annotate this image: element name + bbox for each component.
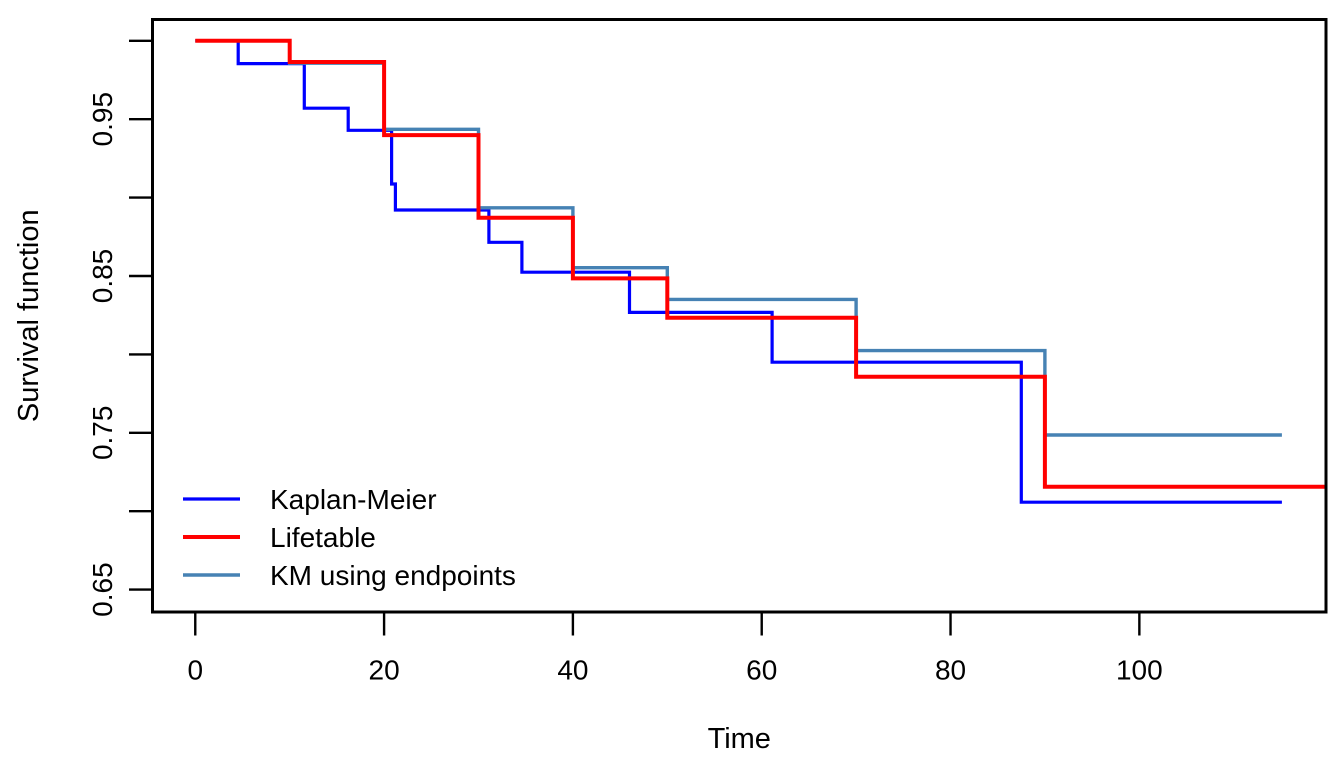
legend-label: Lifetable	[270, 522, 376, 553]
series-line-kaplan-meier	[195, 39, 1282, 504]
plot-border	[151, 18, 1328, 614]
x-tick-label: 60	[746, 655, 777, 686]
y-tick-label: 0.95	[87, 92, 118, 147]
y-tick-label: 0.65	[87, 562, 118, 617]
y-axis-title: Survival function	[13, 209, 45, 422]
x-tick-label: 100	[1116, 655, 1163, 686]
x-tick-label: 40	[557, 655, 588, 686]
y-tick-label: 0.85	[87, 249, 118, 304]
series-line-km-using-endpoints	[195, 39, 1282, 437]
x-tick-label: 20	[369, 655, 400, 686]
series-line-lifetable	[195, 38, 1327, 489]
y-tick-label: 0.75	[87, 406, 118, 461]
x-tick-label: 80	[935, 655, 966, 686]
x-tick-label: 0	[187, 655, 203, 686]
x-axis-title: Time	[708, 723, 771, 755]
legend-label: Kaplan-Meier	[270, 484, 437, 515]
legend-label: KM using endpoints	[270, 560, 516, 591]
